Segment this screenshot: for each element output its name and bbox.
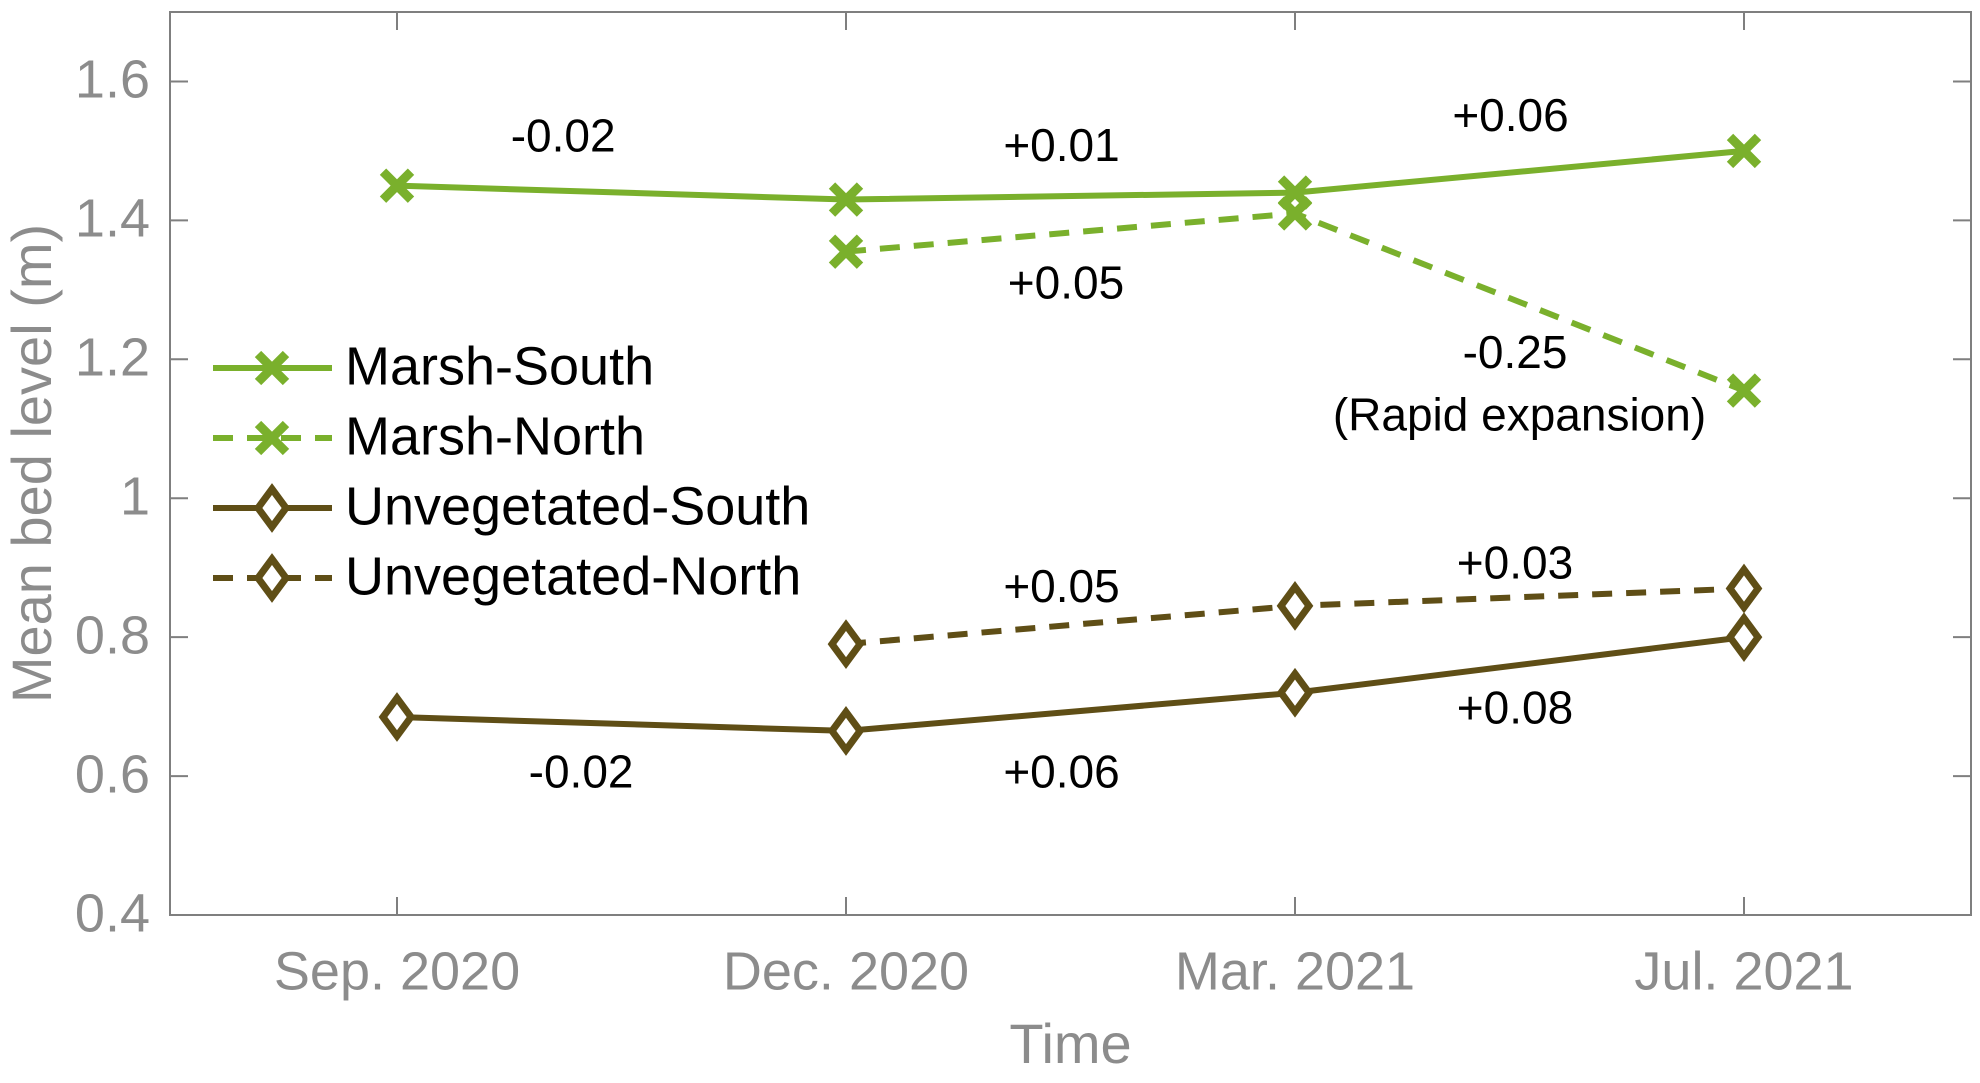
series-line-unvegetated-south [396,634,1745,734]
x-marker-icon [254,350,290,386]
series-line-marsh-south [396,147,1745,203]
annotation-label: +0.05 [1003,560,1119,612]
annotation-label: +0.06 [1003,746,1119,798]
x-marker-icon [1277,196,1313,231]
diamond-marker-icon [253,483,291,533]
x-marker-icon [1726,373,1762,408]
diamond-marker-icon [827,619,865,670]
annotation-label: +0.06 [1452,89,1568,141]
x-marker-icon [254,420,290,456]
series-line-marsh-north [845,210,1746,394]
x-tick-label: Dec. 2020 [723,941,969,1001]
diamond-marker-icon [378,692,416,742]
x-tick-label: Mar. 2021 [1175,941,1415,1001]
diamond-marker-icon [1725,563,1763,614]
annotation-label: -0.02 [511,109,616,161]
x-marker-icon [828,234,864,269]
legend-label-unvegetated-north: Unvegetated-North [345,546,801,606]
diamond-marker-icon [1276,580,1314,631]
y-tick-label: 0.4 [75,883,150,943]
plot-box [169,11,1972,916]
x-tick-label: Sep. 2020 [274,941,520,1001]
y-tick-label: 1 [120,466,150,526]
annotation-label: +0.01 [1003,119,1119,171]
diamond-marker-icon [1276,667,1314,718]
annotation-label: +0.05 [1008,257,1124,309]
x-marker-icon [828,182,864,217]
annotation-label: -0.25 [1463,326,1568,378]
y-tick-label: 1.4 [75,189,150,249]
y-tick-label: 1.2 [75,328,150,388]
legend-label-marsh-south: Marsh-South [345,336,654,396]
annotation-label: +0.03 [1457,536,1573,588]
y-tick-label: 0.6 [75,744,150,804]
diamond-marker-icon [253,553,291,603]
diamond-marker-icon [1725,612,1763,663]
x-axis-label: Time [1009,1012,1131,1075]
annotation-label: +0.08 [1457,682,1573,734]
legend-label-marsh-north: Marsh-North [345,406,645,466]
legend-label-unvegetated-south: Unvegetated-South [345,476,810,536]
x-marker-icon [1726,133,1762,169]
diamond-marker-icon [827,706,865,756]
annotation-label: -0.02 [529,746,634,798]
x-marker-icon [379,168,415,203]
y-axis-label: Mean bed level (m) [0,224,63,703]
annotation-label: (Rapid expansion) [1333,389,1706,441]
y-tick-label: 1.6 [75,50,150,110]
y-tick-label: 0.8 [75,605,150,665]
x-tick-label: Jul. 2021 [1634,941,1853,1001]
